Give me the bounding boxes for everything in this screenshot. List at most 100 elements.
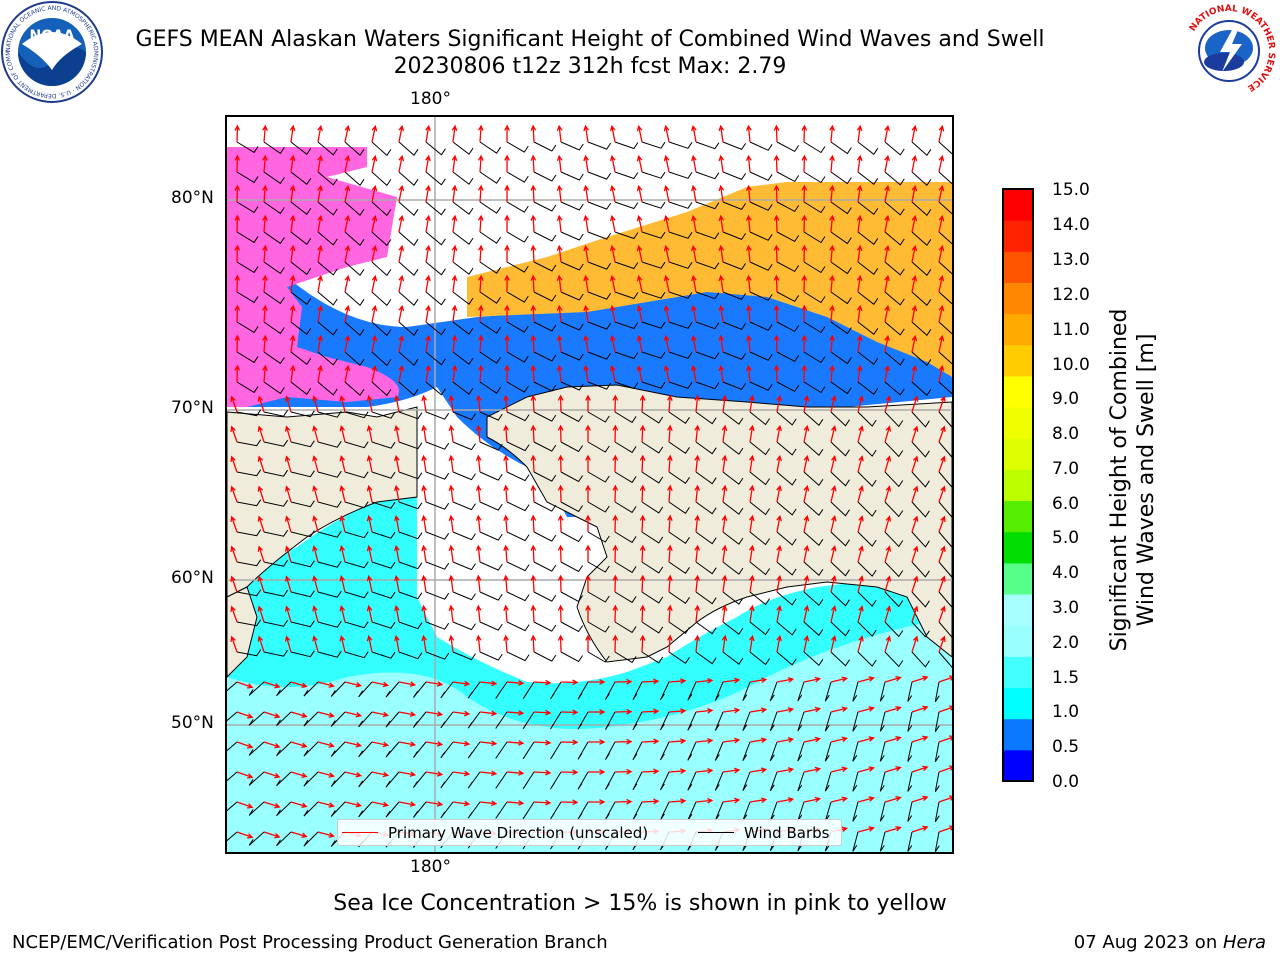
wind-barb [452,651,476,661]
wave-arrow [371,124,378,143]
wind-barb [290,410,315,418]
wave-arrow [857,796,875,803]
wave-arrow [344,801,362,808]
wave-arrow [475,424,482,443]
wind-barb [479,441,503,451]
wind-barb [668,651,690,664]
wave-arrow [718,214,725,233]
wind-barb [317,470,342,478]
wind-barb [632,741,643,761]
wave-arrow [830,545,837,563]
wind-barb [614,531,637,544]
wave-arrow [803,484,810,503]
wave-arrow [585,394,591,412]
wave-arrow [911,334,918,353]
wave-arrow [312,575,319,593]
wind-barb [614,441,637,454]
wind-barb [371,171,392,187]
wind-barb [695,411,717,425]
wind-barb [830,471,850,487]
wave-arrow [234,364,241,383]
wind-barb [857,471,877,487]
wave-arrow [691,154,697,173]
wind-barb [722,561,744,575]
wind-barb [668,531,690,544]
wind-barb [911,171,932,187]
wave-arrow [884,425,892,443]
wind-barb [479,561,503,571]
wave-arrow [614,768,633,775]
wind-barb [907,711,913,732]
wind-barb [317,590,342,598]
wind-barb [614,591,637,604]
wind-barb [722,261,747,271]
wind-barb [803,471,824,487]
wave-arrow [317,124,323,143]
wind-barb [722,501,744,515]
wave-arrow [721,604,728,623]
wave-arrow [856,214,863,233]
wave-arrow [583,364,589,383]
wind-barb [506,561,530,572]
wave-arrow [691,214,697,233]
wind-barb [714,681,724,701]
wind-barb [614,201,639,210]
wave-arrow [748,424,755,443]
wave-arrow [236,771,254,779]
wave-arrow [533,739,552,746]
wind-barb [911,561,930,578]
wave-arrow [371,711,390,718]
wind-barb [879,831,886,852]
wave-arrow [801,124,808,143]
wave-arrow [284,425,292,443]
wave-arrow [230,575,238,593]
wind-barb [236,559,262,567]
wind-barb [358,771,373,788]
wave-arrow [284,515,292,533]
wave-arrow [856,304,863,323]
wave-arrow [234,214,241,233]
wave-arrow [856,334,863,353]
wave-arrow [609,184,616,203]
wave-arrow [829,304,835,323]
wind-barb [632,711,643,731]
wind-barb [824,771,832,792]
wind-barb [857,621,877,637]
wave-arrow [830,485,837,503]
wind-barb [479,171,502,184]
wave-arrow [776,707,795,713]
wind-barb [398,201,419,216]
wind-barb [776,561,797,576]
wave-arrow [394,394,400,413]
wind-barb [803,291,826,304]
wave-arrow [398,304,405,323]
wind-barb [749,141,773,151]
wind-barb [560,501,584,513]
wind-barb [879,711,886,732]
wind-barb [479,321,502,334]
wave-arrow [448,484,455,503]
wind-barb [344,201,365,217]
wind-barb [533,411,557,422]
wind-barb [344,621,369,629]
wind-barb [425,291,446,306]
wave-arrow [938,735,952,743]
wave-arrow [398,214,405,233]
wind-barb [857,351,879,366]
wave-arrow [884,545,892,563]
wind-barb [911,261,932,277]
wave-arrow [530,184,537,203]
wave-arrow [477,154,484,173]
wind-barb [749,621,771,636]
wave-arrow [588,709,606,715]
wind-barb [911,321,932,337]
wind-barb [479,351,502,364]
footer-machine: Hera [1222,932,1266,953]
wind-barb [398,321,419,336]
wind-barb [506,621,530,632]
wind-barb [911,381,932,397]
wave-arrow [663,184,670,203]
wave-arrow [773,244,780,263]
wind-barb [330,681,346,697]
wind-barb [371,441,396,449]
